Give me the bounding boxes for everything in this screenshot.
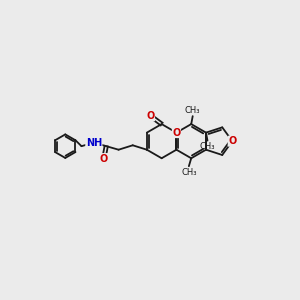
Text: CH₃: CH₃ [185, 106, 200, 115]
Text: O: O [100, 154, 108, 164]
Text: O: O [146, 111, 154, 121]
Text: CH₃: CH₃ [200, 142, 215, 151]
Text: CH₃: CH₃ [181, 168, 196, 177]
Text: NH: NH [86, 138, 102, 148]
Text: O: O [172, 128, 181, 138]
Text: O: O [228, 136, 236, 146]
